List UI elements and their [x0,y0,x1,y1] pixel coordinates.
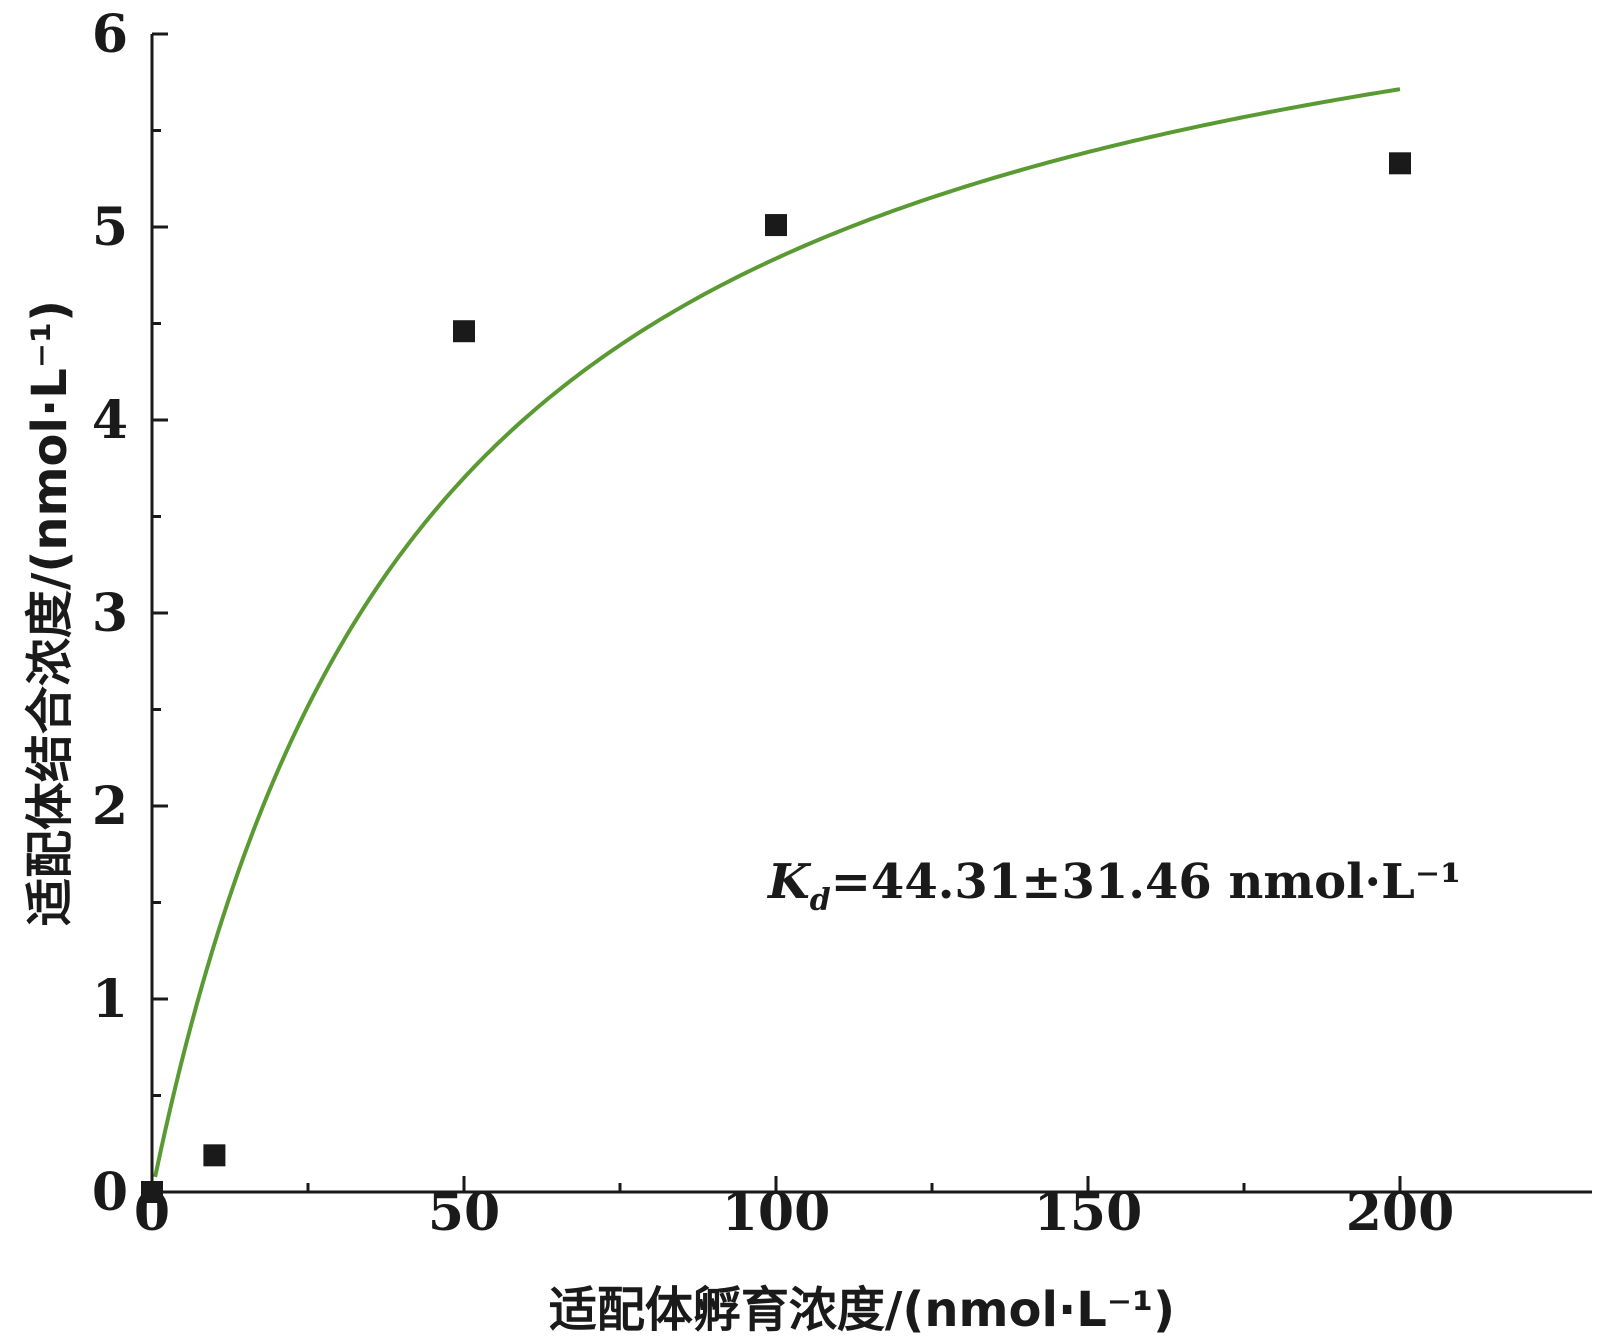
fit-curve-layer [153,87,1401,1178]
y-tick-label-0: 0 [92,1162,128,1223]
y-tick-label-5: 5 [92,197,128,258]
y-tick-label-4: 4 [92,390,128,451]
data-points-layer [141,152,1411,1203]
y-tick-label-2: 2 [92,776,128,837]
data-point-2 [453,320,475,343]
tick-labels: 0 50 100 150 200 0 1 2 3 4 5 6 [92,4,1454,1243]
kd-value: =44.31±31.46 nmol·L⁻¹ [831,854,1462,910]
kd-annotation: Kd=44.31±31.46 nmol·L⁻¹ [766,854,1461,918]
kd-symbol: K [766,854,812,910]
y-tick-label-3: 3 [92,583,128,644]
x-tick-label-100: 100 [722,1182,831,1243]
kd-subscript: d [810,883,831,918]
x-tick-label-0: 0 [134,1182,170,1243]
data-point-1 [203,1144,226,1167]
y-tick-label-6: 6 [92,4,128,65]
x-tick-label-50: 50 [428,1182,500,1243]
data-point-3 [765,214,787,237]
x-axis-label: 适配体孵育浓度/(nmol·L⁻¹) [549,1282,1175,1338]
x-tick-label-200: 200 [1346,1182,1455,1243]
x-tick-label-150: 150 [1034,1182,1143,1243]
tick-marks [150,32,1402,1194]
y-axis-label: 适配体结合浓度/(nmol·L⁻¹) [22,300,78,926]
y-tick-label-1: 1 [92,969,128,1030]
axes [150,34,1592,1194]
fit-curve-line [153,87,1401,1178]
data-point-4 [1389,152,1411,175]
